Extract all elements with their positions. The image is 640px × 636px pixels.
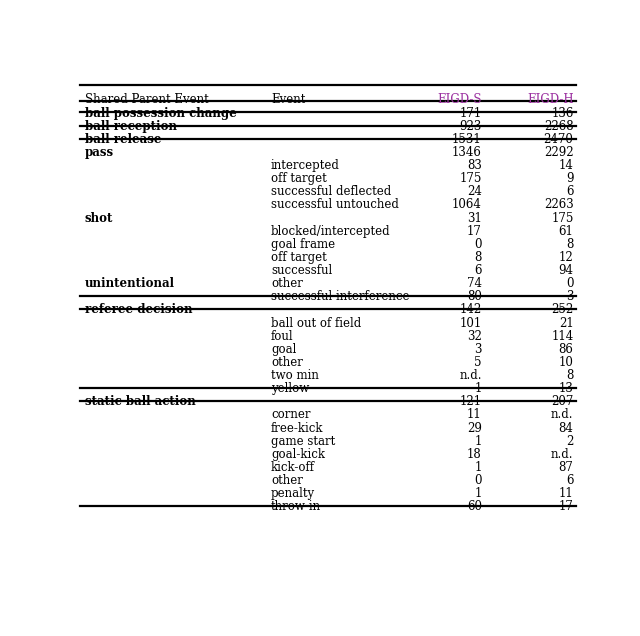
Text: n.d.: n.d. <box>551 408 573 422</box>
Text: ball possession change: ball possession change <box>85 107 237 120</box>
Text: other: other <box>271 474 303 487</box>
Text: ball out of field: ball out of field <box>271 317 361 329</box>
Text: 86: 86 <box>559 343 573 356</box>
Text: 3: 3 <box>566 290 573 303</box>
Text: 8: 8 <box>566 238 573 251</box>
Text: static ball action: static ball action <box>85 396 196 408</box>
Text: 8: 8 <box>474 251 482 264</box>
Text: 1064: 1064 <box>452 198 482 211</box>
Text: 9: 9 <box>566 172 573 185</box>
Text: 2292: 2292 <box>544 146 573 159</box>
Text: intercepted: intercepted <box>271 159 340 172</box>
Text: unintentional: unintentional <box>85 277 175 290</box>
Text: 2470: 2470 <box>543 133 573 146</box>
Text: 18: 18 <box>467 448 482 461</box>
Text: 175: 175 <box>551 212 573 225</box>
Text: game start: game start <box>271 434 335 448</box>
Text: 29: 29 <box>467 422 482 434</box>
Text: yellow: yellow <box>271 382 309 395</box>
Text: 2263: 2263 <box>544 198 573 211</box>
Text: 0: 0 <box>566 277 573 290</box>
Text: successful deflected: successful deflected <box>271 185 391 198</box>
Text: goal-kick: goal-kick <box>271 448 325 461</box>
Text: pass: pass <box>85 146 114 159</box>
Text: 24: 24 <box>467 185 482 198</box>
Text: 1: 1 <box>474 461 482 474</box>
Text: ball release: ball release <box>85 133 161 146</box>
Text: blocked/intercepted: blocked/intercepted <box>271 225 390 238</box>
Text: 175: 175 <box>460 172 482 185</box>
Text: 3: 3 <box>474 343 482 356</box>
Text: successful untouched: successful untouched <box>271 198 399 211</box>
Text: successful interference: successful interference <box>271 290 410 303</box>
Text: 87: 87 <box>559 461 573 474</box>
Text: goal frame: goal frame <box>271 238 335 251</box>
Text: 1346: 1346 <box>452 146 482 159</box>
Text: 1: 1 <box>474 382 482 395</box>
Text: 84: 84 <box>559 422 573 434</box>
Text: 12: 12 <box>559 251 573 264</box>
Text: 32: 32 <box>467 329 482 343</box>
Text: Event: Event <box>271 93 305 106</box>
Text: 10: 10 <box>559 356 573 369</box>
Text: 121: 121 <box>460 396 482 408</box>
Text: off target: off target <box>271 172 326 185</box>
Text: penalty: penalty <box>271 487 315 500</box>
Text: 6: 6 <box>566 474 573 487</box>
Text: 252: 252 <box>551 303 573 317</box>
Text: 17: 17 <box>467 225 482 238</box>
Text: successful: successful <box>271 264 332 277</box>
Text: 923: 923 <box>460 120 482 133</box>
Text: EIGD-S: EIGD-S <box>437 93 482 106</box>
Text: EIGD-H: EIGD-H <box>527 93 573 106</box>
Text: 6: 6 <box>566 185 573 198</box>
Text: 13: 13 <box>559 382 573 395</box>
Text: n.d.: n.d. <box>460 369 482 382</box>
Text: 171: 171 <box>460 107 482 120</box>
Text: off target: off target <box>271 251 326 264</box>
Text: 114: 114 <box>551 329 573 343</box>
Text: 74: 74 <box>467 277 482 290</box>
Text: 11: 11 <box>467 408 482 422</box>
Text: corner: corner <box>271 408 310 422</box>
Text: 207: 207 <box>551 396 573 408</box>
Text: 94: 94 <box>559 264 573 277</box>
Text: 8: 8 <box>566 369 573 382</box>
Text: 1: 1 <box>474 434 482 448</box>
Text: 2: 2 <box>566 434 573 448</box>
Text: 61: 61 <box>559 225 573 238</box>
Text: 60: 60 <box>467 501 482 513</box>
Text: 1: 1 <box>474 487 482 500</box>
Text: Shared Parent Event: Shared Parent Event <box>85 93 209 106</box>
Text: free-kick: free-kick <box>271 422 323 434</box>
Text: 21: 21 <box>559 317 573 329</box>
Text: two min: two min <box>271 369 319 382</box>
Text: foul: foul <box>271 329 294 343</box>
Text: 0: 0 <box>474 474 482 487</box>
Text: 136: 136 <box>551 107 573 120</box>
Text: throw-in: throw-in <box>271 501 321 513</box>
Text: ball reception: ball reception <box>85 120 177 133</box>
Text: 83: 83 <box>467 159 482 172</box>
Text: 14: 14 <box>559 159 573 172</box>
Text: shot: shot <box>85 212 113 225</box>
Text: other: other <box>271 356 303 369</box>
Text: 31: 31 <box>467 212 482 225</box>
Text: 11: 11 <box>559 487 573 500</box>
Text: 1531: 1531 <box>452 133 482 146</box>
Text: 17: 17 <box>559 501 573 513</box>
Text: 101: 101 <box>460 317 482 329</box>
Text: referee decision: referee decision <box>85 303 193 317</box>
Text: kick-off: kick-off <box>271 461 315 474</box>
Text: 80: 80 <box>467 290 482 303</box>
Text: 0: 0 <box>474 238 482 251</box>
Text: 2268: 2268 <box>544 120 573 133</box>
Text: other: other <box>271 277 303 290</box>
Text: n.d.: n.d. <box>551 448 573 461</box>
Text: 142: 142 <box>460 303 482 317</box>
Text: goal: goal <box>271 343 296 356</box>
Text: 5: 5 <box>474 356 482 369</box>
Text: 6: 6 <box>474 264 482 277</box>
